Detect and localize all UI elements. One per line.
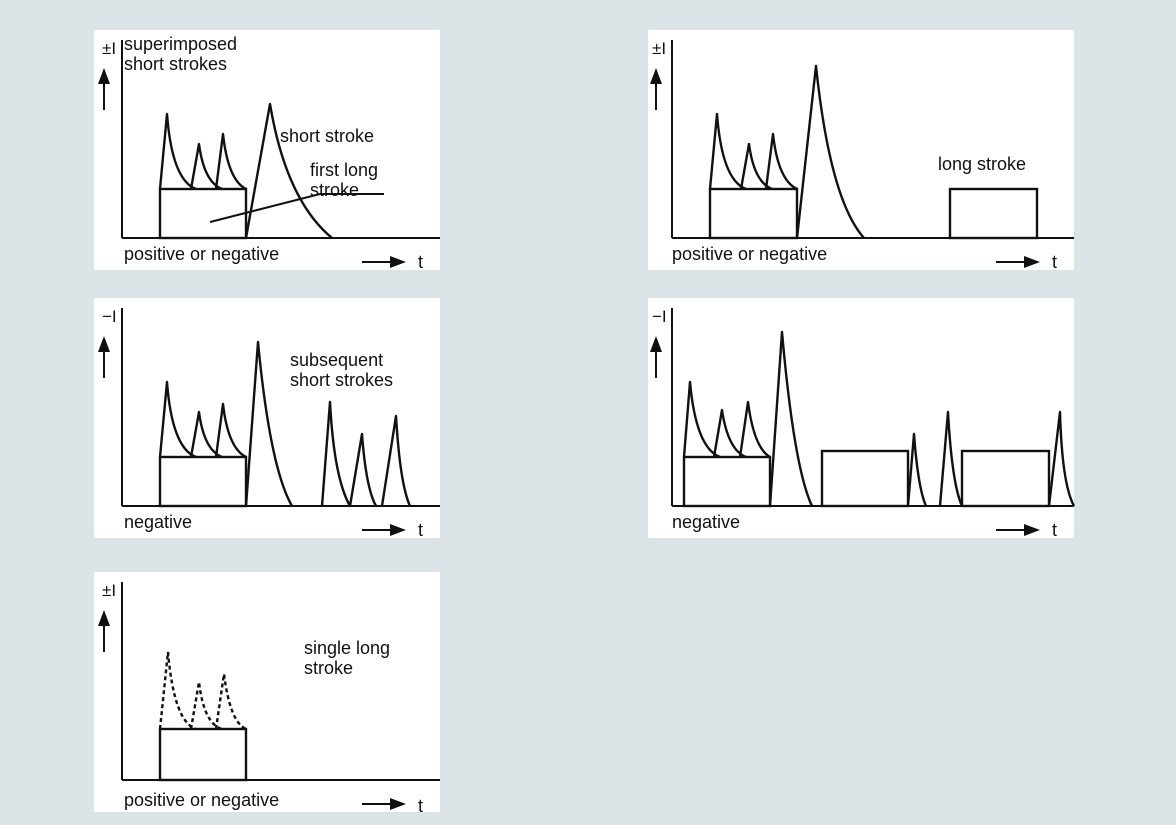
y-arrow-icon	[98, 68, 110, 84]
waveform-diagram	[98, 40, 440, 268]
waveform-diagram	[650, 308, 1076, 536]
subsequent-short-stroke	[906, 432, 928, 507]
short-stroke-pulse	[189, 410, 223, 459]
t-label: t	[418, 796, 424, 816]
superimposed-short-stroke-dashed	[214, 673, 247, 731]
annotation-superimposed: superimposed short strokes	[124, 34, 238, 74]
short-stroke-pulse	[712, 408, 747, 459]
short-stroke-pulse	[708, 112, 747, 191]
short-stroke-pulse	[768, 330, 814, 507]
subsequent-short-stroke	[348, 432, 378, 507]
t-arrow-icon	[390, 256, 406, 268]
short-stroke-pulse	[189, 142, 223, 191]
short-stroke-pulse	[244, 340, 294, 507]
t-label: t	[1052, 520, 1058, 540]
y-arrow-icon	[98, 610, 110, 626]
short-stroke-pulse	[795, 64, 865, 239]
t-label: t	[418, 520, 424, 540]
y-arrow-icon	[98, 336, 110, 352]
t-label: t	[1052, 252, 1058, 272]
y-axis-symbol: ±I	[652, 39, 667, 58]
annotation-single-long-stroke: single long stroke	[304, 638, 391, 678]
annotation-first-long-stroke: first long stroke	[310, 160, 379, 200]
polarity-label: negative	[124, 512, 193, 532]
short-stroke-pulse	[158, 112, 197, 191]
short-stroke-pulse	[738, 400, 771, 459]
subsequent-short-stroke	[1047, 410, 1076, 507]
short-stroke-pulse	[739, 142, 773, 191]
t-arrow-icon	[1024, 256, 1040, 268]
y-axis-symbol: ±I	[102, 581, 117, 600]
t-arrow-icon	[390, 798, 406, 810]
panel-single-long-stroke: ±I positive or negative t single long st…	[94, 572, 440, 816]
panel-long-stroke: ±I positive or negative t long stroke	[648, 30, 1074, 272]
superimposed-short-stroke-dashed	[158, 651, 197, 731]
polarity-label: positive or negative	[124, 244, 280, 264]
long-stroke-rect	[820, 449, 910, 508]
y-arrow-icon	[650, 336, 662, 352]
t-arrow-icon	[390, 524, 406, 536]
short-stroke-pulse	[214, 402, 247, 459]
annotation-short-stroke: short stroke	[280, 126, 375, 146]
annotation-long-stroke: long stroke	[938, 154, 1027, 174]
superimposed-short-stroke-dashed	[189, 681, 223, 731]
t-arrow-icon	[1024, 524, 1040, 536]
polarity-label: negative	[672, 512, 741, 532]
panel-superimposed-short-strokes: ±I positive or negative t superimposed s…	[94, 30, 440, 272]
panel-subsequent-short-strokes: −I negative t subsequent short strokes	[94, 298, 440, 540]
waveform-diagram	[650, 40, 1074, 268]
subsequent-short-stroke	[380, 414, 412, 507]
long-stroke-rect	[708, 187, 799, 240]
y-arrow-icon	[650, 68, 662, 84]
y-axis-symbol: −I	[652, 307, 667, 326]
long-stroke-rect	[158, 455, 248, 508]
long-stroke-rect	[158, 187, 248, 240]
subsequent-short-stroke	[320, 400, 352, 507]
waveform-diagram	[98, 582, 440, 810]
polarity-label: positive or negative	[672, 244, 828, 264]
long-stroke-rect	[158, 727, 248, 782]
subsequent-short-stroke	[938, 410, 964, 507]
long-stroke-rect	[682, 455, 772, 508]
short-stroke-pulse	[158, 380, 197, 459]
polarity-label: positive or negative	[124, 790, 280, 810]
y-axis-symbol: ±I	[102, 39, 117, 58]
y-axis-symbol: −I	[102, 307, 117, 326]
short-stroke-pulse	[244, 102, 333, 239]
short-stroke-pulse	[764, 132, 798, 191]
long-stroke-rect	[948, 187, 1039, 240]
short-stroke-pulse	[682, 380, 721, 459]
waveform-diagram	[98, 308, 440, 536]
leader-line	[209, 193, 321, 223]
annotation-subsequent-short-strokes: subsequent short strokes	[290, 350, 394, 390]
long-stroke-rect	[960, 449, 1051, 508]
short-stroke-pulse	[214, 132, 247, 191]
t-label: t	[418, 252, 424, 272]
panel-negative-complex: −I negative t	[648, 298, 1076, 540]
